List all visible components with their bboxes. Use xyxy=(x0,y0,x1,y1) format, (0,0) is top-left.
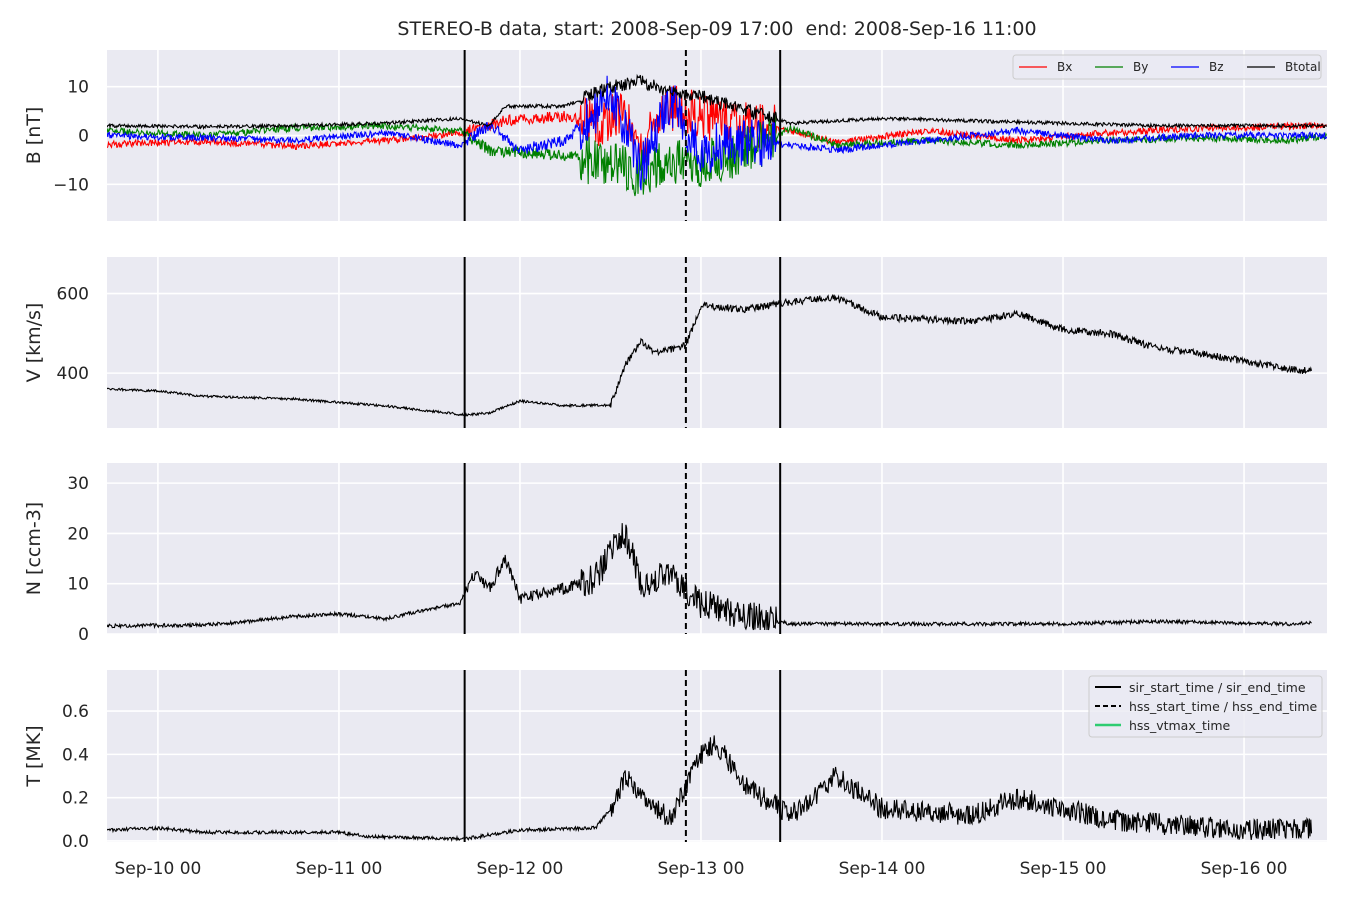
y-tick-label: 0 xyxy=(78,625,89,645)
x-tick-label: Sep-16 00 xyxy=(1201,859,1288,879)
y-tick-label: 20 xyxy=(67,524,89,544)
y-tick-label: 600 xyxy=(57,285,89,305)
y-tick-label: 10 xyxy=(67,78,89,98)
legend-label: hss_start_time / hss_end_time xyxy=(1129,699,1318,714)
x-tick-label: Sep-11 00 xyxy=(296,859,383,879)
legend-label: sir_start_time / sir_end_time xyxy=(1129,680,1306,695)
legend-label-by: By xyxy=(1133,60,1148,74)
y-tick-label: 30 xyxy=(67,474,89,494)
y-axis-label: V [km/s] xyxy=(23,303,45,383)
y-tick-label: 0.2 xyxy=(62,789,89,809)
x-tick-label: Sep-13 00 xyxy=(658,859,745,879)
legend-label-bx: Bx xyxy=(1057,60,1072,74)
series-line-btotal xyxy=(107,73,1327,131)
series-line-bz xyxy=(107,75,1327,191)
y-tick-label: 10 xyxy=(67,575,89,595)
series-line-bx xyxy=(107,85,1327,167)
legend-box xyxy=(1088,675,1323,738)
y-tick-label: 0 xyxy=(78,127,89,147)
y-axis-label: T [MK] xyxy=(23,725,45,787)
series-line-n xyxy=(107,523,1312,631)
legend-label: hss_vtmax_time xyxy=(1129,718,1231,733)
panel-t: 0.0 0.2 0.4 0.6 T [MK] sir_start_time / sir_e… xyxy=(23,670,1327,879)
panel-v: 400 600 V [km/s] xyxy=(23,257,1327,428)
legend-label-bz: Bz xyxy=(1209,60,1224,74)
x-tick-label: Sep-14 00 xyxy=(839,859,926,879)
y-tick-label: 400 xyxy=(57,364,89,384)
x-tick-label: Sep-15 00 xyxy=(1020,859,1107,879)
x-tick-label: Sep-12 00 xyxy=(477,859,564,879)
figure-title: STEREO-B data, start: 2008-Sep-09 17:00 … xyxy=(397,18,1037,40)
series-line-t xyxy=(107,735,1313,842)
panel-n: 0 10 20 30 N [ccm-3] xyxy=(23,463,1327,645)
y-tick-label: 0.4 xyxy=(62,745,89,765)
legend-label-btotal: Btotal xyxy=(1285,60,1321,74)
x-tick-label: Sep-10 00 xyxy=(114,859,201,879)
panel-b: −10 0 10 B [nT] Bx By Bz Btotal xyxy=(23,50,1327,221)
y-axis-label: N [ccm-3] xyxy=(23,502,45,595)
y-tick-label: −10 xyxy=(53,175,89,195)
series-line-v xyxy=(107,293,1313,417)
legend-box xyxy=(1012,54,1322,80)
y-tick-label: 0.6 xyxy=(62,702,89,722)
y-tick-label: 0.0 xyxy=(62,832,89,852)
y-axis-label: B [nT] xyxy=(23,107,45,165)
